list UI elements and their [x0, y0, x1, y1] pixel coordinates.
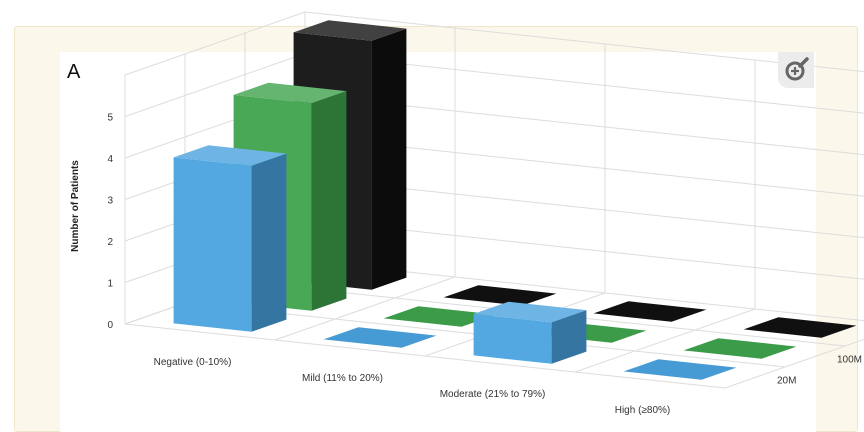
y-axis-label: Number of Patients	[70, 160, 81, 252]
y-tick-label: 1	[107, 279, 113, 290]
bar-front-face	[173, 157, 252, 332]
bar	[443, 285, 557, 306]
bar	[593, 301, 707, 322]
bar	[323, 327, 437, 348]
x-category-label: Negative (0-10%)	[154, 357, 232, 368]
bar-side-face	[551, 310, 587, 364]
x-category-label: Mild (11% to 20%)	[302, 373, 383, 384]
y-tick-label: 5	[107, 113, 113, 124]
bar-zero-tile	[593, 301, 707, 322]
bar-zero-tile	[743, 317, 857, 338]
bar	[743, 317, 857, 338]
floor-grid-line	[274, 276, 456, 341]
bar	[683, 338, 797, 359]
zoom-button[interactable]	[778, 52, 814, 88]
panel-label: A	[67, 61, 81, 83]
y-tick-label: 2	[107, 237, 113, 248]
bar-top-face	[293, 20, 407, 41]
side-wall-grid-line	[124, 53, 306, 117]
bar-zero-tile	[323, 327, 437, 348]
bar-side-face	[251, 153, 287, 332]
bar-zero-tile	[443, 285, 557, 306]
x-category-label: Moderate (21% to 79%)	[440, 389, 546, 400]
bar-side-face	[371, 28, 407, 290]
chart-labels: 0 1 2 3 4 5 Number of Patients Negative (0-10%)…	[70, 113, 862, 417]
bar	[623, 359, 737, 380]
chart-bars	[173, 20, 857, 380]
x-category-label: High (≥80%)	[615, 405, 671, 416]
side-wall-grid-line	[124, 11, 306, 76]
bar	[383, 306, 497, 327]
z-category-label: 20M	[777, 376, 796, 387]
bar-zero-tile	[623, 359, 737, 380]
bar-front-face	[473, 313, 552, 364]
floor-grid-line	[574, 308, 756, 373]
bar-top-face	[233, 82, 347, 104]
y-tick-label: 0	[107, 320, 113, 331]
zoom-in-icon	[785, 57, 809, 81]
bar-top-face	[173, 145, 287, 166]
bar-top-face	[473, 301, 587, 323]
bar-side-face	[311, 91, 347, 311]
bar-zero-tile	[383, 306, 497, 327]
y-tick-label: 3	[107, 196, 113, 207]
bar-zero-tile	[683, 338, 797, 359]
bar	[473, 301, 587, 364]
floor-grid-line	[724, 338, 864, 389]
y-tick-label: 4	[107, 154, 113, 165]
floor-grid-line	[124, 323, 726, 389]
bar	[173, 145, 287, 332]
z-category-label: 100M	[837, 355, 862, 366]
